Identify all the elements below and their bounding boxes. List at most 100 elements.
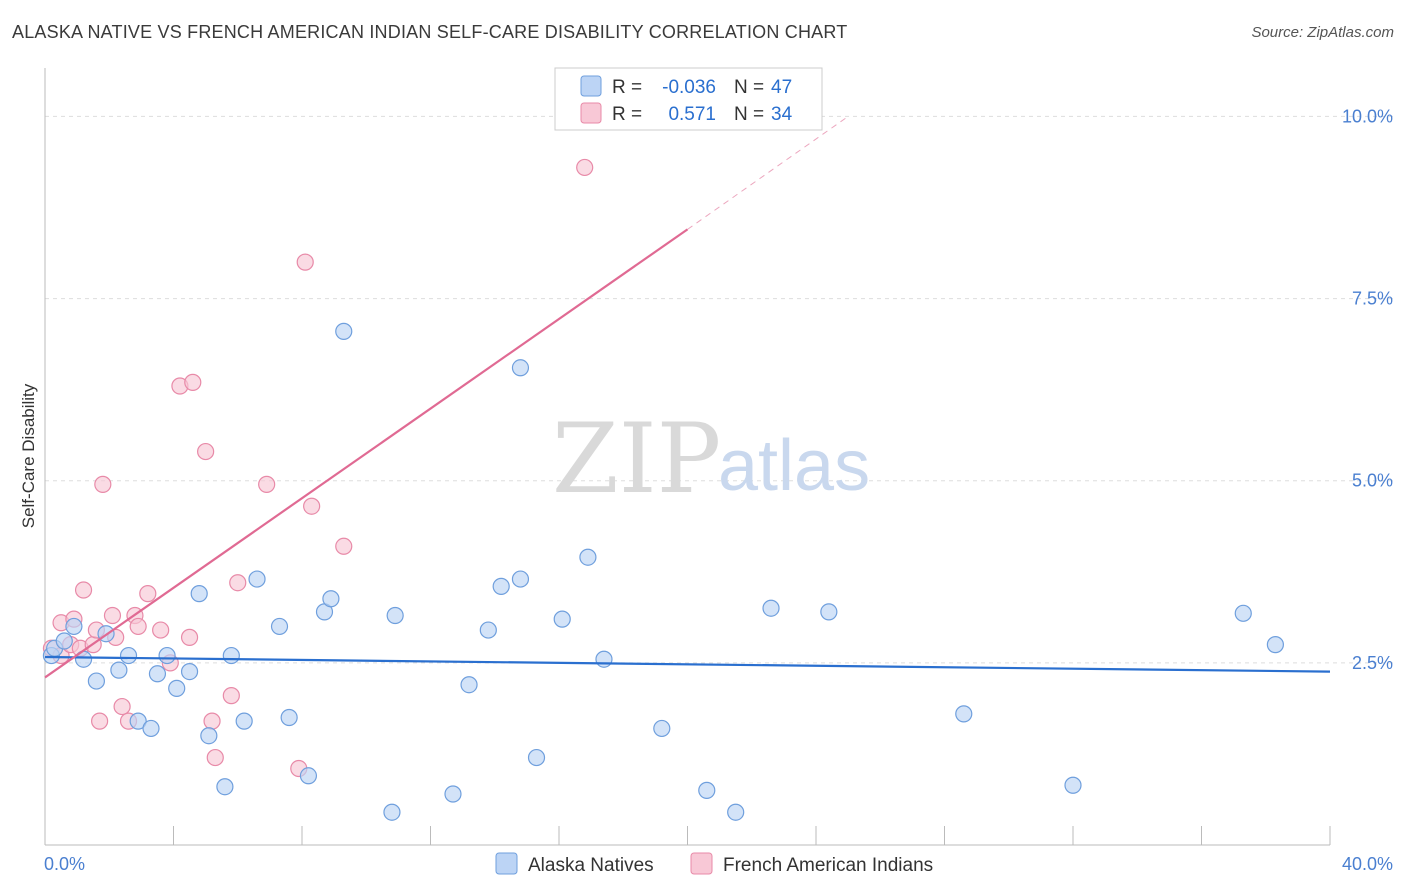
y-tick-label-1: 5.0% <box>1352 471 1393 491</box>
alaska-natives-point-32[interactable] <box>492 577 510 595</box>
alaska-natives-point-5[interactable] <box>87 672 106 690</box>
alaska-natives-point-30[interactable] <box>460 676 478 694</box>
french-american-indians-point-10[interactable] <box>94 475 112 493</box>
alaska-natives-point-46[interactable] <box>1234 604 1252 622</box>
legend-swatch-alaska-natives[interactable] <box>495 852 518 875</box>
alaska-natives-point-17[interactable] <box>216 778 234 796</box>
alaska-natives-point-18[interactable] <box>222 646 240 665</box>
alaska-natives-point-29[interactable] <box>444 785 462 803</box>
french-american-indians-point-22[interactable] <box>180 628 199 646</box>
legend-label-french-american-indians[interactable]: French American Indians <box>723 855 933 876</box>
legend-swatch-pink <box>580 102 602 124</box>
alaska-natives-point-31[interactable] <box>479 621 497 639</box>
legend-r-value-blue: -0.036 <box>662 77 716 98</box>
alaska-natives-point-45[interactable] <box>1064 776 1082 794</box>
french-american-indians-point-6[interactable] <box>74 581 93 599</box>
alaska-natives-point-11[interactable] <box>148 665 167 683</box>
french-american-indians-point-28[interactable] <box>258 475 276 493</box>
french-american-indians-point-32[interactable] <box>335 537 353 555</box>
french-american-indians-point-25[interactable] <box>206 748 224 767</box>
alaska-natives-point-19[interactable] <box>235 712 253 730</box>
alaska-natives-point-34[interactable] <box>511 359 530 377</box>
series-alaska-natives <box>42 322 1284 821</box>
alaska-natives-point-13[interactable] <box>168 679 186 697</box>
alaska-natives-point-7[interactable] <box>110 661 128 679</box>
alaska-natives-point-35[interactable] <box>527 748 546 767</box>
alaska-natives-point-40[interactable] <box>698 781 716 799</box>
french-american-indians-point-23[interactable] <box>197 442 215 461</box>
legend-r-value-pink: 0.571 <box>668 104 716 125</box>
trend-line-french-american-indians <box>44 228 689 679</box>
watermark: ZIP atlas <box>552 403 870 515</box>
alaska-natives-point-41[interactable] <box>727 803 745 821</box>
legend-swatch-blue <box>580 75 602 97</box>
alaska-natives-point-39[interactable] <box>653 719 671 738</box>
alaska-natives-point-3[interactable] <box>65 617 83 636</box>
french-american-indians-point-33[interactable] <box>576 158 594 177</box>
french-american-indians-point-17[interactable] <box>139 585 157 603</box>
french-american-indians-point-9[interactable] <box>91 712 109 730</box>
french-american-indians-point-24[interactable] <box>203 712 221 730</box>
alaska-natives-point-21[interactable] <box>270 617 289 636</box>
alaska-natives-point-14[interactable] <box>180 662 199 681</box>
french-american-indians-point-26[interactable] <box>222 687 240 705</box>
y-tick-label-3: 10.0% <box>1342 106 1393 126</box>
french-american-indians-point-31[interactable] <box>303 497 321 515</box>
series-legend[interactable]: Alaska Natives French American Indians <box>495 852 933 876</box>
legend-n-value-blue: 47 <box>771 77 792 98</box>
trend-line-alaska-natives <box>44 655 1331 673</box>
trend-line-extension-french-american-indians <box>687 116 849 230</box>
grid <box>45 115 1393 664</box>
alaska-natives-point-15[interactable] <box>190 585 208 603</box>
alaska-natives-point-8[interactable] <box>119 646 138 665</box>
french-american-indians-point-30[interactable] <box>296 253 314 271</box>
alaska-natives-point-38[interactable] <box>595 650 613 668</box>
watermark-zip: ZIP <box>552 403 721 515</box>
source-credit[interactable]: Source: ZipAtlas.com <box>1251 24 1394 41</box>
legend-n-label-blue: N = <box>734 77 764 98</box>
legend-r-label-blue: R = <box>612 77 642 98</box>
alaska-natives-point-25[interactable] <box>322 590 340 608</box>
alaska-natives-point-23[interactable] <box>299 767 318 785</box>
stats-legend: R = -0.036 N = 47 R = 0.571 N = 34 <box>554 67 823 131</box>
y-tick-label-0: 2.5% <box>1352 653 1393 673</box>
alaska-natives-point-10[interactable] <box>142 719 160 738</box>
alaska-natives-point-37[interactable] <box>579 548 597 566</box>
trend-lines <box>44 116 1331 679</box>
chart-title: ALASKA NATIVE VS FRENCH AMERICAN INDIAN … <box>12 22 848 42</box>
alaska-natives-point-47[interactable] <box>1266 636 1284 654</box>
french-american-indians-point-27[interactable] <box>229 574 247 592</box>
alaska-natives-point-12[interactable] <box>158 646 176 665</box>
alaska-natives-point-20[interactable] <box>248 570 266 588</box>
series-french-american-indians <box>42 158 594 778</box>
legend-swatch-french-american-indians[interactable] <box>690 852 713 875</box>
y-tick-labels: 2.5% 5.0% 7.5% 10.0% <box>1342 106 1393 672</box>
french-american-indians-point-13[interactable] <box>113 697 131 716</box>
alaska-natives-point-43[interactable] <box>820 603 838 621</box>
x-tick-label-min: 0.0% <box>44 854 85 874</box>
french-american-indians-point-16[interactable] <box>129 617 147 636</box>
legend-n-label-pink: N = <box>734 104 764 125</box>
alaska-natives-point-16[interactable] <box>200 727 218 745</box>
y-tick-label-2: 7.5% <box>1352 289 1393 309</box>
legend-label-alaska-natives[interactable]: Alaska Natives <box>528 855 654 876</box>
x-axis-ticks <box>173 826 1331 845</box>
x-tick-label-max: 40.0% <box>1342 854 1393 874</box>
french-american-indians-point-11[interactable] <box>103 606 122 625</box>
alaska-natives-point-26[interactable] <box>335 322 353 340</box>
y-axis-label: Self-Care Disability <box>19 383 38 528</box>
alaska-natives-point-36[interactable] <box>553 610 571 628</box>
alaska-natives-point-44[interactable] <box>955 705 973 723</box>
legend-r-label-pink: R = <box>612 104 642 125</box>
alaska-natives-point-2[interactable] <box>55 632 73 650</box>
alaska-natives-point-27[interactable] <box>386 606 404 625</box>
legend-n-value-pink: 34 <box>771 104 793 125</box>
alaska-natives-point-22[interactable] <box>280 708 298 727</box>
alaska-natives-point-9[interactable] <box>129 712 147 730</box>
french-american-indians-point-18[interactable] <box>152 621 170 639</box>
alaska-natives-point-28[interactable] <box>383 803 401 821</box>
french-american-indians-point-21[interactable] <box>184 373 202 391</box>
alaska-natives-point-33[interactable] <box>511 570 530 588</box>
alaska-natives-point-42[interactable] <box>762 599 780 617</box>
